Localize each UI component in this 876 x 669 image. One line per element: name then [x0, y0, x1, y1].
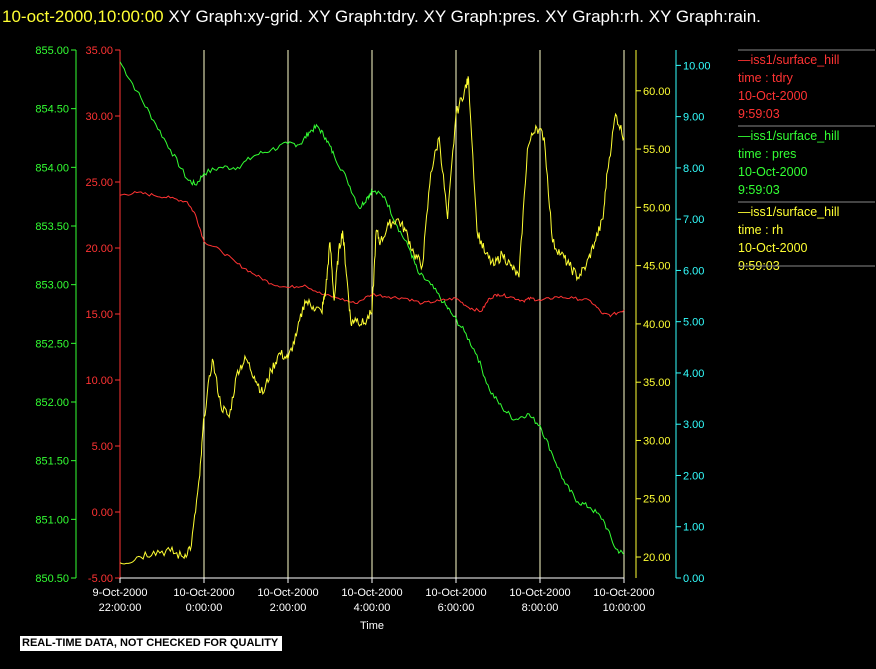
x-tick-time-label: 8:00:00 — [522, 602, 559, 614]
legend-entry-text: 9:59:03 — [738, 183, 780, 197]
legend-entry-text: 10-Oct-2000 — [738, 89, 808, 103]
rh-axis-tick-label: 60.00 — [643, 86, 671, 98]
legend-entry-text: 10-Oct-2000 — [738, 241, 808, 255]
pres-axis-tick-label: 850.50 — [35, 573, 69, 585]
pres-axis-tick-label: 854.50 — [35, 104, 69, 116]
legend-entry-text: 9:59:03 — [738, 107, 780, 121]
quality-notice: REAL-TIME DATA, NOT CHECKED FOR QUALITY — [20, 636, 283, 651]
pres-axis-tick-label: 852.50 — [35, 338, 69, 350]
rh-axis-tick-label: 40.00 — [643, 319, 671, 331]
legend-entry-text: —iss1/surface_hill — [738, 53, 839, 67]
title-graph-xy-grid: XY Graph:xy-grid. — [168, 7, 304, 26]
x-tick-time-label: 22:00:00 — [99, 602, 142, 614]
rh-axis-tick-label: 20.00 — [643, 552, 671, 564]
pres-axis-tick-label: 853.00 — [35, 280, 69, 292]
rain-axis-tick-label: 7.00 — [683, 214, 704, 226]
tdry-axis-tick-label: 30.00 — [85, 111, 113, 123]
rain-axis-tick-label: 9.00 — [683, 112, 704, 124]
pres-series-line — [119, 61, 625, 555]
rh-axis-tick-label: 50.00 — [643, 202, 671, 214]
rh-axis-tick-label: 25.00 — [643, 494, 671, 506]
x-axis: 9-Oct-2000 22:00:00 10-Oct-2000 0:00:00 10-O… — [92, 577, 655, 632]
tdry-axis-tick-label: -5.00 — [88, 573, 113, 585]
rain-axis-tick-label: 5.00 — [683, 317, 704, 329]
series-layer — [119, 61, 625, 565]
pres-axis-tick-label: 853.50 — [35, 221, 69, 233]
rain-axis-tick-label: 10.00 — [683, 60, 711, 72]
x-tick-time-label: 2:00:00 — [270, 602, 307, 614]
tdry-axis-tick-label: 15.00 — [85, 309, 113, 321]
rain-axis-tick-label: 3.00 — [683, 419, 704, 431]
tdry-axis-tick-label: 5.00 — [92, 441, 113, 453]
title-graph-tdry: XY Graph:tdry. — [307, 7, 419, 26]
tdry-series-line — [119, 191, 625, 318]
legend-entry-text: —iss1/surface_hill — [738, 205, 839, 219]
graph-title: 10-oct-2000,10:00:00 XY Graph:xy-grid. X… — [2, 3, 872, 30]
rain-axis-tick-label: 0.00 — [683, 573, 704, 585]
rh-series-line — [119, 76, 625, 565]
rh-axis-tick-label: 35.00 — [643, 377, 671, 389]
title-graph-rain-suffix: rain. — [727, 7, 761, 26]
legend-entry-text: time : rh — [738, 223, 783, 237]
legend-entry-text: time : tdry — [738, 71, 794, 85]
title-graph-pres: XY Graph:pres. — [423, 7, 541, 26]
legend-entry-text: —iss1/surface_hill — [738, 129, 839, 143]
pres-axis-tick-label: 851.00 — [35, 514, 69, 526]
tdry-axis-tick-label: 25.00 — [85, 177, 113, 189]
grid-layer — [119, 50, 625, 578]
tdry-axis-tick-label: 20.00 — [85, 243, 113, 255]
pres-axis-tick-label: 851.50 — [35, 456, 69, 468]
rain-axis-tick-label: 6.00 — [683, 265, 704, 277]
title-graph-rain: XY Graph: — [648, 7, 728, 26]
rain-axis-tick-label: 8.00 — [683, 163, 704, 175]
legend-entry-text: 10-Oct-2000 — [738, 165, 808, 179]
rh-axis-tick-label: 45.00 — [643, 261, 671, 273]
x-axis-title: Time — [360, 620, 384, 632]
tdry-axis-tick-label: 0.00 — [92, 507, 113, 519]
pres-axis-tick-label: 855.00 — [35, 45, 69, 57]
x-tick-date-label: 10-Oct-2000 — [593, 587, 654, 599]
pres-axis-tick-label: 852.00 — [35, 397, 69, 409]
x-tick-time-label: 10:00:00 — [603, 602, 646, 614]
x-tick-date-label: 10-Oct-2000 — [509, 587, 570, 599]
rain-axis-tick-label: 2.00 — [683, 470, 704, 482]
title-graph-rh: XY Graph:rh. — [545, 7, 644, 26]
tdry-axis-tick-label: 10.00 — [85, 375, 113, 387]
x-tick-time-label: 6:00:00 — [438, 602, 475, 614]
pres-axis-tick-label: 854.00 — [35, 162, 69, 174]
legend-entry-text: time : pres — [738, 147, 796, 161]
title-timestamp: 10-oct-2000,10:00:00 — [2, 7, 164, 26]
rain-axis-tick-label: 1.00 — [683, 522, 704, 534]
x-tick-time-label: 4:00:00 — [354, 602, 391, 614]
x-tick-date-label: 10-Oct-2000 — [341, 587, 402, 599]
x-tick-time-label: 0:00:00 — [186, 602, 223, 614]
x-tick-date-label: 9-Oct-2000 — [92, 587, 147, 599]
x-tick-date-label: 10-Oct-2000 — [257, 587, 318, 599]
rain-axis-tick-label: 4.00 — [683, 368, 704, 380]
axis-layer: 850.50 851.00 851.50 852.00 852.50 853.00 853.… — [35, 45, 710, 585]
rh-axis-tick-label: 30.00 — [643, 435, 671, 447]
rh-axis-tick-label: 55.00 — [643, 144, 671, 156]
tdry-axis-tick-label: 35.00 — [85, 45, 113, 57]
x-tick-date-label: 10-Oct-2000 — [425, 587, 486, 599]
x-tick-date-label: 10-Oct-2000 — [173, 587, 234, 599]
